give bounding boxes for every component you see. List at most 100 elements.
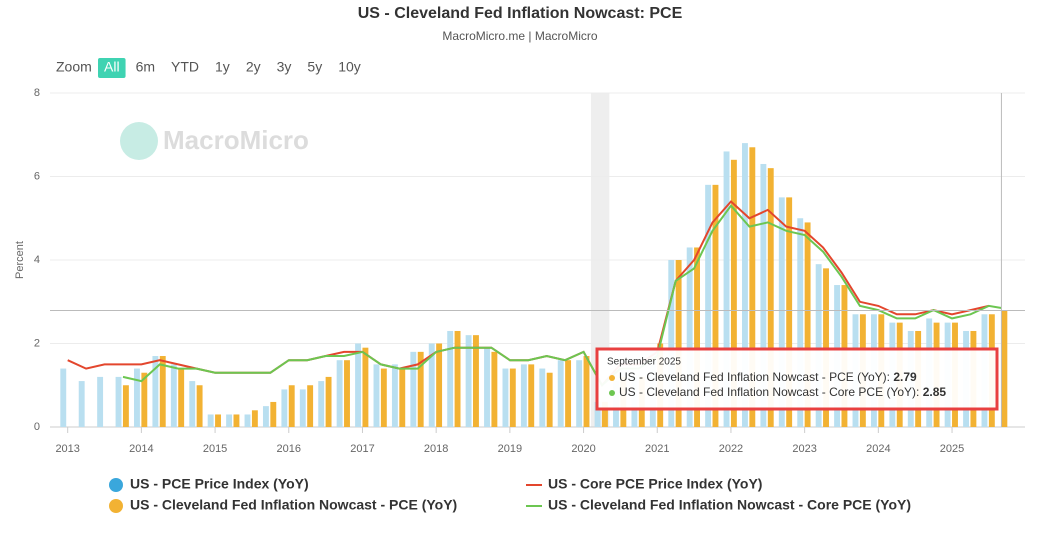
zoom-button[interactable]: 10y (338, 59, 361, 75)
bar (373, 364, 380, 427)
x-tick-label: 2022 (719, 443, 743, 455)
tooltip-item-label: US - Cleveland Fed Inflation Nowcast - P… (619, 370, 893, 384)
bar (705, 184, 712, 427)
bar (288, 385, 295, 427)
legend-symbol (109, 499, 123, 513)
x-tick-label: 2019 (498, 443, 522, 455)
tooltip-label: US - Cleveland Fed Inflation Nowcast - C… (619, 385, 946, 399)
x-tick-label: 2023 (792, 443, 816, 455)
bar (97, 376, 104, 427)
bar (520, 364, 527, 427)
bar (815, 264, 822, 427)
legend-label[interactable]: US - Core PCE Price Index (YoY) (548, 476, 762, 492)
bar (668, 260, 675, 427)
tooltip-item-label: US - Cleveland Fed Inflation Nowcast - C… (619, 385, 923, 399)
bar (417, 351, 424, 427)
legend-label[interactable]: US - Cleveland Fed Inflation Nowcast - P… (130, 497, 457, 513)
bar (60, 368, 67, 427)
legend-label[interactable]: US - PCE Price Index (YoY) (130, 476, 309, 492)
bar (767, 168, 774, 427)
bar (557, 360, 564, 427)
x-tick-label: 2025 (940, 443, 964, 455)
bar (473, 335, 479, 427)
zoom-button[interactable]: 5y (307, 59, 322, 75)
bar (299, 389, 306, 427)
x-tick-label: 2020 (571, 443, 595, 455)
bar (336, 360, 343, 427)
bar (797, 218, 804, 427)
bar (189, 381, 196, 427)
tooltip-dot (609, 375, 615, 381)
bar (170, 364, 177, 427)
bar (362, 347, 369, 427)
tooltip-title: September 2025 (607, 357, 681, 368)
bar (484, 347, 490, 427)
chart-subtitle: MacroMicro.me | MacroMicro (442, 29, 597, 43)
x-tick-label: 2015 (203, 443, 227, 455)
bar (410, 351, 417, 427)
tooltip-item-value: 2.79 (893, 370, 917, 384)
bar (355, 343, 361, 427)
bar (226, 414, 233, 427)
bar (307, 385, 314, 427)
bar (594, 401, 601, 427)
legend-label[interactable]: US - Cleveland Fed Inflation Nowcast - C… (548, 497, 911, 513)
y-tick-label: 2 (34, 337, 40, 349)
bar (491, 351, 498, 427)
bar (1001, 310, 1008, 427)
bar (804, 222, 811, 427)
zoom-button[interactable]: 2y (246, 59, 261, 75)
y-tick-label: 0 (34, 421, 40, 433)
bar (262, 406, 269, 427)
bar (141, 372, 148, 427)
bar (78, 381, 85, 427)
bar (399, 368, 406, 427)
x-tick-label: 2014 (129, 443, 153, 455)
watermark-logo (120, 122, 158, 160)
bar (465, 335, 472, 427)
bar (694, 247, 700, 427)
bar (178, 368, 185, 427)
bar (428, 343, 435, 427)
bar (723, 151, 730, 427)
bar (675, 260, 682, 427)
zoom-button[interactable]: 1y (215, 59, 230, 75)
bar (207, 414, 214, 427)
zoom-button[interactable]: All (104, 59, 120, 75)
bar (509, 368, 516, 427)
bar (730, 159, 737, 428)
bar (325, 376, 332, 427)
bar (546, 372, 553, 427)
bar (233, 414, 240, 427)
x-tick-label: 2013 (55, 443, 79, 455)
bar (539, 368, 546, 427)
zoom-button[interactable]: 3y (277, 59, 292, 75)
bar (760, 163, 767, 427)
zoom-button[interactable]: 6m (136, 59, 155, 75)
y-axis-label: Percent (14, 241, 26, 279)
x-tick-label: 2016 (277, 443, 301, 455)
bar (583, 356, 590, 427)
x-tick-label: 2021 (645, 443, 669, 455)
line (122, 204, 1002, 387)
zoom-button-bg (98, 58, 126, 78)
bar (454, 330, 461, 427)
x-tick-label: 2024 (866, 443, 890, 455)
y-tick-label: 6 (34, 170, 40, 182)
chart-title: US - Cleveland Fed Inflation Nowcast: PC… (358, 5, 683, 22)
bar (786, 197, 793, 427)
bar (565, 360, 572, 427)
tooltip-box (595, 347, 999, 411)
bar (391, 364, 398, 427)
bar (159, 356, 166, 427)
zoom-button[interactable]: YTD (171, 59, 199, 75)
watermark: MacroMicro (120, 122, 309, 160)
bar (344, 360, 350, 427)
x-tick-label: 2017 (350, 443, 374, 455)
bar (576, 360, 583, 427)
x-tick-label: 2018 (424, 443, 448, 455)
bar (318, 381, 325, 427)
y-tick-label: 4 (34, 254, 40, 266)
bar (447, 330, 454, 427)
